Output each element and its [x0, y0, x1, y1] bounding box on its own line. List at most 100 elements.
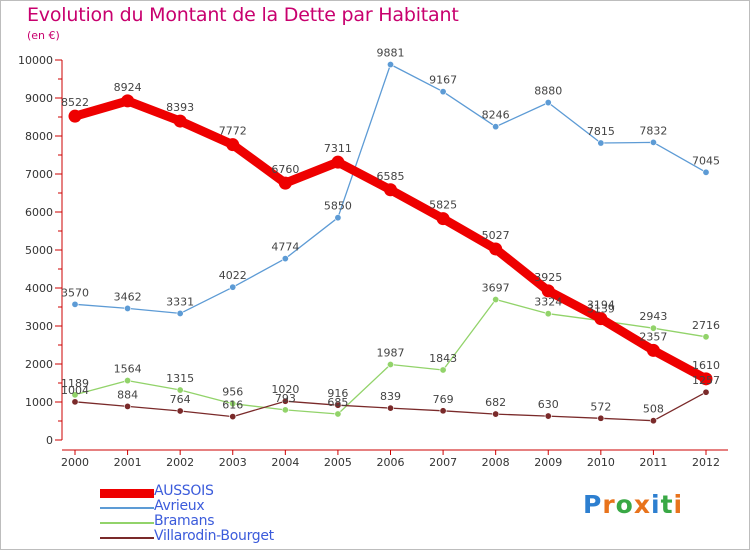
data-point-villarodin-bourget [492, 410, 500, 418]
x-tick-label: 2008 [482, 456, 510, 469]
data-label-aussois: 7772 [219, 125, 247, 138]
data-point-bramans [124, 377, 132, 385]
logo-letter: o [615, 490, 634, 519]
data-label-villarodin-bourget: 572 [590, 400, 611, 413]
data-label-avrieux: 7815 [587, 125, 615, 138]
data-label-villarodin-bourget: 508 [643, 403, 664, 416]
proxiti-logo: Proxiti [583, 490, 683, 519]
data-point-bramans [281, 406, 289, 414]
data-label-avrieux: 4022 [219, 269, 247, 282]
data-label-aussois: 6585 [377, 170, 405, 183]
legend-swatch [100, 507, 154, 509]
y-tick-label: 0 [46, 434, 53, 447]
data-point-bramans [386, 360, 394, 368]
data-label-bramans: 3697 [482, 282, 510, 295]
data-point-avrieux [281, 255, 289, 263]
y-tick-label: 8000 [25, 130, 53, 143]
data-point-bramans [702, 333, 710, 341]
data-point-bramans [649, 324, 657, 332]
data-label-bramans: 685 [327, 396, 348, 409]
data-point-aussois [331, 155, 345, 169]
y-tick-label: 3000 [25, 320, 53, 333]
data-label-bramans: 793 [275, 392, 296, 405]
x-tick-label: 2003 [219, 456, 247, 469]
data-point-avrieux [229, 283, 237, 291]
x-tick-label: 2009 [534, 456, 562, 469]
data-point-aussois [173, 114, 187, 128]
data-point-villarodin-bourget [176, 407, 184, 415]
data-label-villarodin-bourget: 1257 [692, 374, 720, 387]
data-label-bramans: 3324 [534, 296, 562, 309]
chart-unit-label: (en €) [27, 29, 60, 42]
data-label-villarodin-bourget: 839 [380, 390, 401, 403]
data-point-avrieux [649, 138, 657, 146]
legend-label: Villarodin-Bourget [154, 528, 274, 544]
data-label-villarodin-bourget: 1020 [271, 383, 299, 396]
logo-letter: t [660, 490, 674, 519]
data-point-avrieux [544, 99, 552, 107]
data-point-avrieux [702, 168, 710, 176]
data-point-aussois [541, 284, 555, 298]
x-tick-label: 2006 [377, 456, 405, 469]
data-point-villarodin-bourget [439, 407, 447, 415]
data-label-avrieux: 9167 [429, 74, 457, 87]
legend-swatch [100, 488, 154, 498]
data-point-bramans [439, 366, 447, 374]
data-point-bramans [229, 400, 237, 408]
legend-swatch [100, 522, 154, 524]
data-point-bramans [492, 296, 500, 304]
data-label-bramans: 3139 [587, 303, 615, 316]
legend-label: Bramans [154, 513, 215, 529]
logo-letter: i [673, 490, 684, 519]
data-label-aussois: 8522 [61, 96, 89, 109]
data-point-aussois [278, 176, 292, 190]
y-tick-label: 1000 [25, 396, 53, 409]
data-point-avrieux [439, 88, 447, 96]
y-tick-label: 4000 [25, 282, 53, 295]
data-point-aussois [699, 372, 713, 386]
data-label-bramans: 1987 [377, 346, 405, 359]
data-label-bramans: 1315 [166, 372, 194, 385]
data-point-aussois [68, 109, 82, 123]
data-point-aussois [384, 183, 397, 197]
data-label-villarodin-bourget: 616 [222, 399, 243, 412]
data-point-aussois [226, 138, 240, 152]
data-label-bramans: 1843 [429, 352, 457, 365]
data-label-avrieux: 3331 [166, 295, 194, 308]
y-tick-label: 6000 [25, 206, 53, 219]
data-point-bramans [71, 391, 79, 399]
data-point-avrieux [124, 304, 132, 312]
data-point-villarodin-bourget [71, 398, 79, 406]
data-label-avrieux: 7832 [639, 124, 667, 137]
data-label-villarodin-bourget: 769 [433, 393, 454, 406]
y-tick-label: 2000 [25, 358, 53, 371]
x-tick-label: 2002 [166, 456, 194, 469]
data-label-avrieux: 9881 [377, 47, 405, 60]
data-point-villarodin-bourget [124, 402, 132, 410]
data-point-aussois [646, 343, 660, 357]
y-tick-label: 7000 [25, 168, 53, 181]
x-tick-label: 2010 [587, 456, 615, 469]
y-tick-label: 5000 [25, 244, 53, 257]
data-label-aussois: 3194 [587, 299, 615, 312]
data-label-aussois: 6760 [271, 163, 299, 176]
data-point-aussois [121, 94, 135, 108]
data-label-avrieux: 4774 [271, 241, 299, 254]
data-label-avrieux: 7045 [692, 154, 720, 167]
data-label-villarodin-bourget: 884 [117, 388, 138, 401]
data-point-avrieux [176, 309, 184, 317]
data-point-aussois [436, 212, 450, 226]
data-point-aussois [489, 242, 503, 256]
data-point-bramans [334, 410, 342, 418]
data-label-villarodin-bourget: 916 [327, 387, 348, 400]
data-label-avrieux: 5850 [324, 200, 352, 213]
legend-swatch [100, 537, 154, 539]
data-label-aussois: 8393 [166, 101, 194, 114]
data-label-avrieux: 8246 [482, 109, 510, 122]
logo-letter: P [583, 490, 603, 519]
legend-label: Avrieux [154, 498, 205, 514]
data-label-bramans: 2943 [639, 310, 667, 323]
data-point-villarodin-bourget [386, 404, 394, 412]
